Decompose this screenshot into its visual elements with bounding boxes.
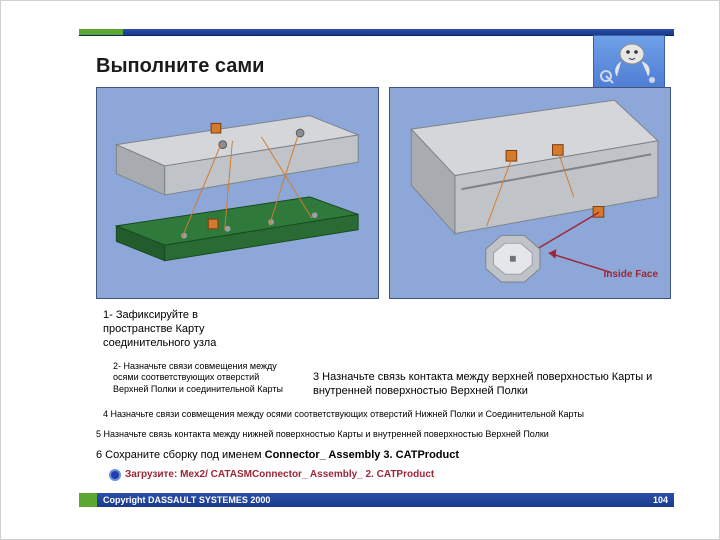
footer-bar: Copyright DASSAULT SYSTEMES 2000 104	[79, 493, 674, 507]
step-4: 4 Назначьте связи совмещения между осями…	[103, 409, 663, 420]
figure-right: Inside Face	[389, 87, 672, 299]
step-1: 1- Зафиксируйте в пространстве Карту сое…	[103, 309, 253, 350]
inside-face-label: Inside Face	[604, 269, 658, 280]
figures-row: Inside Face	[96, 87, 671, 299]
step-3: 3 Назначьте связь контакта между верхней…	[313, 371, 663, 399]
step-2: 2- Назначьте связи совмещения между осям…	[113, 361, 293, 395]
step-6-product: Connector_ Assembly 3. CATProduct	[265, 449, 459, 461]
figure-left	[96, 87, 379, 299]
mascot-panel	[593, 35, 665, 93]
top-banner-accent	[79, 29, 123, 35]
mascot-icon	[594, 36, 664, 92]
step-5: 5 Назначьте связь контакта между нижней …	[96, 429, 656, 440]
load-line: Загрузите: Mex2/ CATASMConnector_ Assemb…	[125, 469, 525, 482]
slide: Выполните сами	[0, 0, 720, 540]
page-title: Выполните сами	[96, 55, 264, 78]
footer-page: 104	[653, 495, 668, 505]
footer-accent	[79, 493, 97, 507]
step-6: 6 Сохраните сборку под именем Connector_…	[96, 449, 686, 463]
step-6-prefix: 6 Сохраните сборку под именем	[96, 449, 265, 461]
load-bullet-icon	[109, 469, 121, 481]
footer-copyright: Copyright DASSAULT SYSTEMES 2000	[103, 495, 270, 505]
top-banner	[79, 29, 674, 36]
